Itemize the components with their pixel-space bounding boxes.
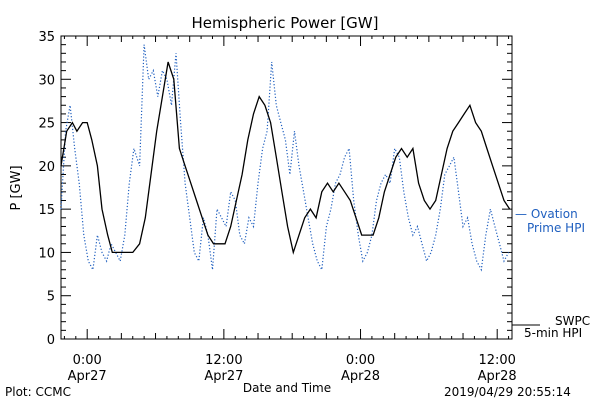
x-axis-ticks: 0:00Apr2712:00Apr270:00Apr2812:00Apr280:… xyxy=(63,36,517,384)
x-tick-date-label: Apr28 xyxy=(341,369,380,384)
x-tick-time-label: 0:00 xyxy=(73,353,102,368)
y-tick-label: 15 xyxy=(38,203,55,218)
legend-swpc-label: SWPC xyxy=(555,314,590,328)
x-tick-date-label: Apr27 xyxy=(68,369,107,384)
y-axis-ticks: 0 5 10 15 20 25 30 35 xyxy=(38,30,512,348)
series-layer xyxy=(60,44,511,272)
footer-timestamp: 2019/04/29 20:55:14 xyxy=(444,385,571,399)
y-tick-label: 20 xyxy=(38,160,55,175)
series-swpc-line xyxy=(60,61,511,255)
y-tick-label: 0 xyxy=(47,333,55,348)
legend-swpc-sub: 5-min HPI xyxy=(524,326,582,340)
x-tick-time-label: 12:00 xyxy=(478,353,515,368)
x-tick-time-label: 0:00 xyxy=(346,353,375,368)
footer-credit: Plot: CCMC xyxy=(5,385,71,399)
y-tick-label: 25 xyxy=(38,117,55,132)
legend-ovation-sub: Prime HPI xyxy=(527,221,585,235)
legend-ovation-label: — Ovation xyxy=(515,207,578,221)
y-tick-label: 5 xyxy=(47,290,55,305)
y-axis-label: P [GW] xyxy=(9,165,24,210)
y-tick-label: 10 xyxy=(38,246,55,261)
y-tick-label: 35 xyxy=(38,30,55,45)
y-tick-label: 30 xyxy=(38,73,55,88)
legend: — Ovation Prime HPI SWPC 5-min HPI xyxy=(512,207,590,340)
series-ovation-prime-line xyxy=(60,44,510,272)
plot-frame xyxy=(60,35,513,340)
x-tick-date-label: Apr27 xyxy=(204,369,243,384)
chart-title: Hemispheric Power [GW] xyxy=(192,14,379,32)
x-tick-date-label: Apr28 xyxy=(478,369,517,384)
x-axis-label: Date and Time xyxy=(243,381,331,395)
x-tick-time-label: 12:00 xyxy=(205,353,242,368)
